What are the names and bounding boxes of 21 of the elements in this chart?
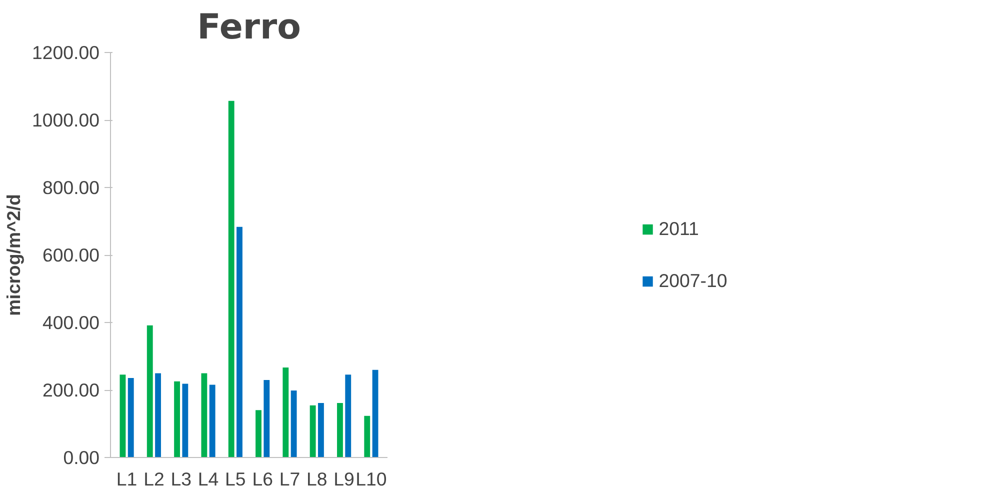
- x-tick-label: L10: [356, 468, 387, 490]
- y-tick-label: 200.00: [42, 380, 100, 400]
- y-axis-title: microg/m^2/d: [3, 194, 24, 316]
- y-tick-label: 600.00: [42, 244, 100, 266]
- y-tick-label: 1000.00: [32, 110, 100, 130]
- y-tick-label: 0.00: [63, 447, 100, 468]
- x-tick-label: L5: [225, 468, 246, 490]
- x-tick-label: L6: [252, 468, 273, 490]
- x-tick-label: L7: [279, 468, 300, 490]
- x-tick-label: L1: [116, 468, 138, 490]
- legend-label: 2007-10: [658, 270, 728, 292]
- y-tick-label: 800.00: [42, 177, 100, 198]
- x-tick-label: L3: [170, 468, 192, 490]
- x-tick-label: L9: [334, 468, 354, 490]
- x-tick-label: L8: [306, 468, 328, 490]
- x-tick-label: L2: [144, 468, 164, 490]
- legend-label: 2011: [658, 218, 699, 240]
- x-tick-label: L4: [198, 468, 219, 490]
- chart-title: Ferro: [197, 8, 301, 48]
- y-tick-label: 400.00: [42, 312, 100, 333]
- y-tick-label: 1200.00: [32, 42, 100, 63]
